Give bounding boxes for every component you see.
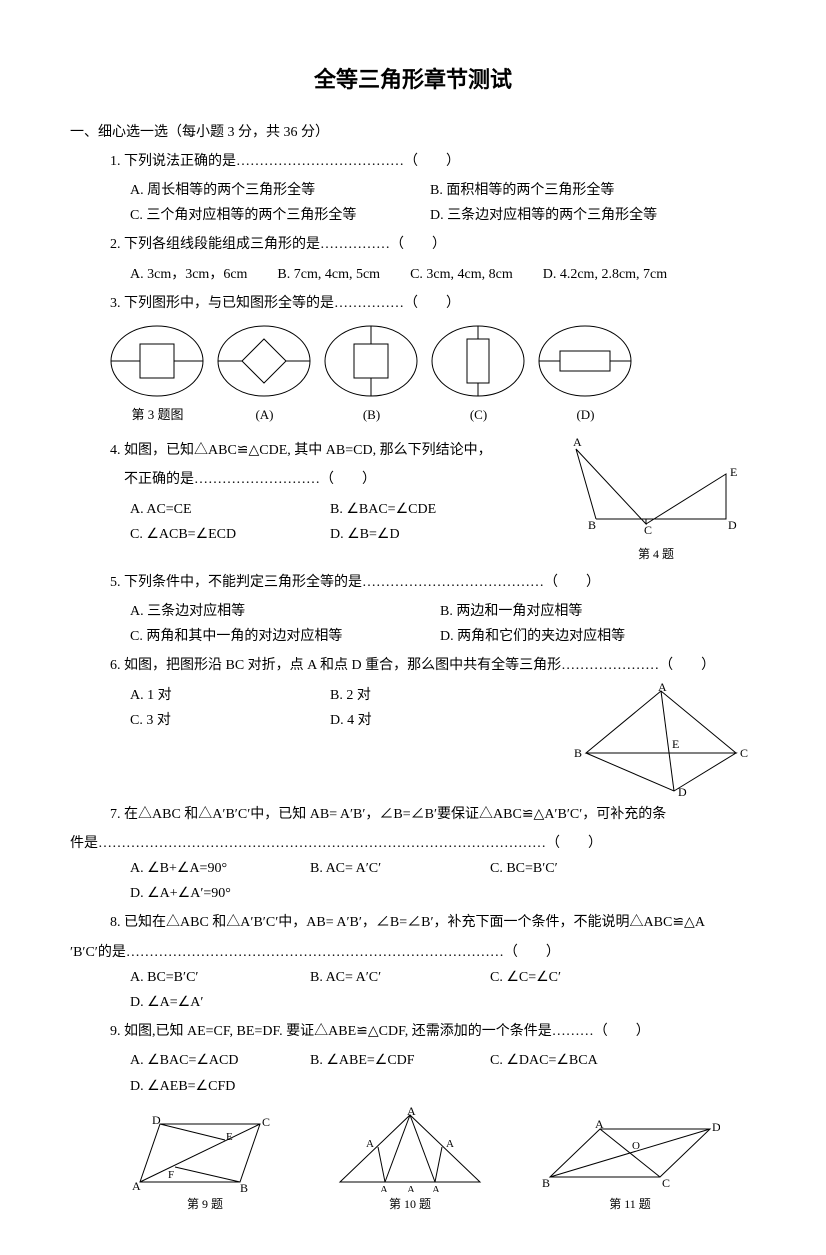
q1-opt-b: B. 面积相等的两个三角形全等 bbox=[430, 178, 614, 203]
q9-opt-c: C. ∠DAC=∠BCA bbox=[490, 1048, 640, 1073]
q8-stem2: ′B′C′的是………………………………………………………………………（ ） bbox=[70, 940, 756, 965]
q1-opt-d: D. 三条边对应相等的两个三角形全等 bbox=[430, 203, 657, 228]
q6-opt-c: C. 3 对 bbox=[130, 708, 300, 733]
svg-text:B: B bbox=[542, 1176, 550, 1190]
q3-fig-c bbox=[431, 324, 526, 399]
q6-opt-d: D. 4 对 bbox=[330, 708, 372, 733]
fig-9: A B C D E F bbox=[130, 1112, 280, 1192]
q3-label-c: (C) bbox=[431, 403, 526, 426]
svg-text:A: A bbox=[573, 435, 582, 449]
svg-text:E: E bbox=[730, 465, 737, 479]
svg-text:D: D bbox=[678, 785, 687, 798]
q7-stem1: 7. 在△ABC 和△A′B′C′中，已知 AB= A′B′，∠B=∠B′要保证… bbox=[110, 802, 756, 827]
q4-stem: 4. 如图，已知△ABC≌△CDE, 其中 AB=CD, 那么下列结论中， bbox=[110, 438, 556, 463]
q3-fig-d bbox=[538, 324, 633, 399]
svg-text:B: B bbox=[588, 518, 596, 532]
q5-opt-a: A. 三条边对应相等 bbox=[130, 599, 410, 624]
q7-opt-d: D. ∠A+∠A′=90° bbox=[130, 881, 231, 906]
svg-text:C: C bbox=[262, 1115, 270, 1129]
svg-text:A: A bbox=[407, 1184, 415, 1192]
section-1-heading: 一、细心选一选（每小题 3 分，共 36 分） bbox=[70, 120, 756, 145]
svg-text:A: A bbox=[407, 1107, 416, 1118]
q2-opt-d: D. 4.2cm, 2.8cm, 7cm bbox=[543, 262, 667, 287]
q7-opt-b: B. AC= A′C′ bbox=[310, 856, 460, 881]
q4-stem2: 不正确的是………………………（ ） bbox=[124, 467, 556, 492]
q3-label-a: (A) bbox=[217, 403, 312, 426]
fig-10: A A A A A A bbox=[330, 1107, 490, 1192]
q3-fig-a bbox=[217, 324, 312, 399]
svg-text:B: B bbox=[574, 746, 582, 760]
q5-opt-c: C. 两角和其中一角的对边对应相等 bbox=[130, 624, 410, 649]
svg-text:A: A bbox=[132, 1179, 141, 1192]
q6-opt-b: B. 2 对 bbox=[330, 683, 371, 708]
svg-text:C: C bbox=[740, 746, 748, 760]
q1-opt-c: C. 三个角对应相等的两个三角形全等 bbox=[130, 203, 400, 228]
q4-figure: A B C D E 第 4 题 bbox=[556, 434, 756, 566]
svg-text:A: A bbox=[595, 1117, 604, 1131]
q5-opt-b: B. 两边和一角对应相等 bbox=[440, 599, 582, 624]
q4-opt-a: A. AC=CE bbox=[130, 497, 300, 522]
q9-opt-a: A. ∠BAC=∠ACD bbox=[130, 1048, 280, 1073]
q3-label-b: (B) bbox=[324, 403, 419, 426]
q2-stem: 2. 下列各组线段能组成三角形的是……………（ ） bbox=[110, 232, 756, 257]
svg-text:C: C bbox=[662, 1176, 670, 1190]
q5-stem: 5. 下列条件中，不能判定三角形全等的是…………………………………（ ） bbox=[110, 570, 756, 595]
svg-text:E: E bbox=[226, 1131, 233, 1143]
q2-opt-c: C. 3cm, 4cm, 8cm bbox=[410, 262, 513, 287]
q3-label-d: (D) bbox=[538, 403, 633, 426]
q8-opt-d: D. ∠A=∠A′ bbox=[130, 990, 203, 1015]
svg-text:D: D bbox=[728, 518, 737, 532]
svg-text:A: A bbox=[366, 1138, 374, 1150]
q2-opt-b: B. 7cm, 4cm, 5cm bbox=[277, 262, 380, 287]
q2-opt-a: A. 3cm，3cm，6cm bbox=[130, 262, 247, 287]
q7-opt-a: A. ∠B+∠A=90° bbox=[130, 856, 280, 881]
svg-text:F: F bbox=[168, 1169, 174, 1181]
q6-stem: 6. 如图，把图形沿 BC 对折，点 A 和点 D 重合，那么图中共有全等三角形… bbox=[110, 653, 756, 678]
fig9-caption: 第 9 题 bbox=[130, 1194, 280, 1216]
fig-11: A B C D O bbox=[540, 1117, 720, 1192]
svg-text:B: B bbox=[240, 1181, 248, 1192]
q9-stem: 9. 如图,已知 AE=CF, BE=DF. 要证△ABE≌△CDF, 还需添加… bbox=[110, 1019, 756, 1044]
q8-stem1: 8. 已知在△ABC 和△A′B′C′中，AB= A′B′，∠B=∠B′，补充下… bbox=[110, 910, 756, 935]
bottom-figures: A B C D E F 第 9 题 A A A A A A 第 10 题 bbox=[130, 1107, 756, 1216]
q9-opt-d: D. ∠AEB=∠CFD bbox=[130, 1074, 235, 1099]
q8-opt-b: B. AC= A′C′ bbox=[310, 965, 460, 990]
q4-opt-c: C. ∠ACB=∠ECD bbox=[130, 522, 300, 547]
q3-label-given: 第 3 题图 bbox=[110, 403, 205, 426]
q4-opt-b: B. ∠BAC=∠CDE bbox=[330, 497, 436, 522]
q6-figure: A B C D D E bbox=[566, 683, 756, 798]
page-title: 全等三角形章节测试 bbox=[70, 60, 756, 100]
q3-figures bbox=[110, 324, 756, 399]
q7-stem2: 件是……………………………………………………………………………………（ ） bbox=[70, 831, 756, 856]
q4-opt-d: D. ∠B=∠D bbox=[330, 522, 400, 547]
svg-text:E: E bbox=[672, 737, 679, 751]
q5-opt-d: D. 两角和它们的夹边对应相等 bbox=[440, 624, 625, 649]
q8-opt-a: A. BC=B′C′ bbox=[130, 965, 280, 990]
q1-stem: 1. 下列说法正确的是………………………………（ ） bbox=[110, 149, 756, 174]
svg-text:O: O bbox=[632, 1140, 640, 1152]
svg-text:C: C bbox=[644, 523, 652, 537]
q1-opt-a: A. 周长相等的两个三角形全等 bbox=[130, 178, 400, 203]
svg-text:A: A bbox=[446, 1138, 454, 1150]
q6-opt-a: A. 1 对 bbox=[130, 683, 300, 708]
fig10-caption: 第 10 题 bbox=[330, 1194, 490, 1216]
svg-text:D: D bbox=[712, 1120, 720, 1134]
svg-text:A: A bbox=[432, 1184, 440, 1192]
svg-text:D: D bbox=[152, 1113, 161, 1127]
q4-caption: 第 4 题 bbox=[556, 544, 756, 566]
q3-figure-labels: 第 3 题图 (A) (B) (C) (D) bbox=[110, 403, 756, 426]
q9-opt-b: B. ∠ABE=∠CDF bbox=[310, 1048, 460, 1073]
svg-text:A: A bbox=[658, 683, 667, 694]
q8-opt-c: C. ∠C=∠C′ bbox=[490, 965, 640, 990]
q3-fig-given bbox=[110, 324, 205, 399]
fig11-caption: 第 11 题 bbox=[540, 1194, 720, 1216]
q3-stem: 3. 下列图形中，与已知图形全等的是……………（ ） bbox=[110, 291, 756, 316]
svg-text:A: A bbox=[380, 1184, 388, 1192]
q7-opt-c: C. BC=B′C′ bbox=[490, 856, 640, 881]
q3-fig-b bbox=[324, 324, 419, 399]
